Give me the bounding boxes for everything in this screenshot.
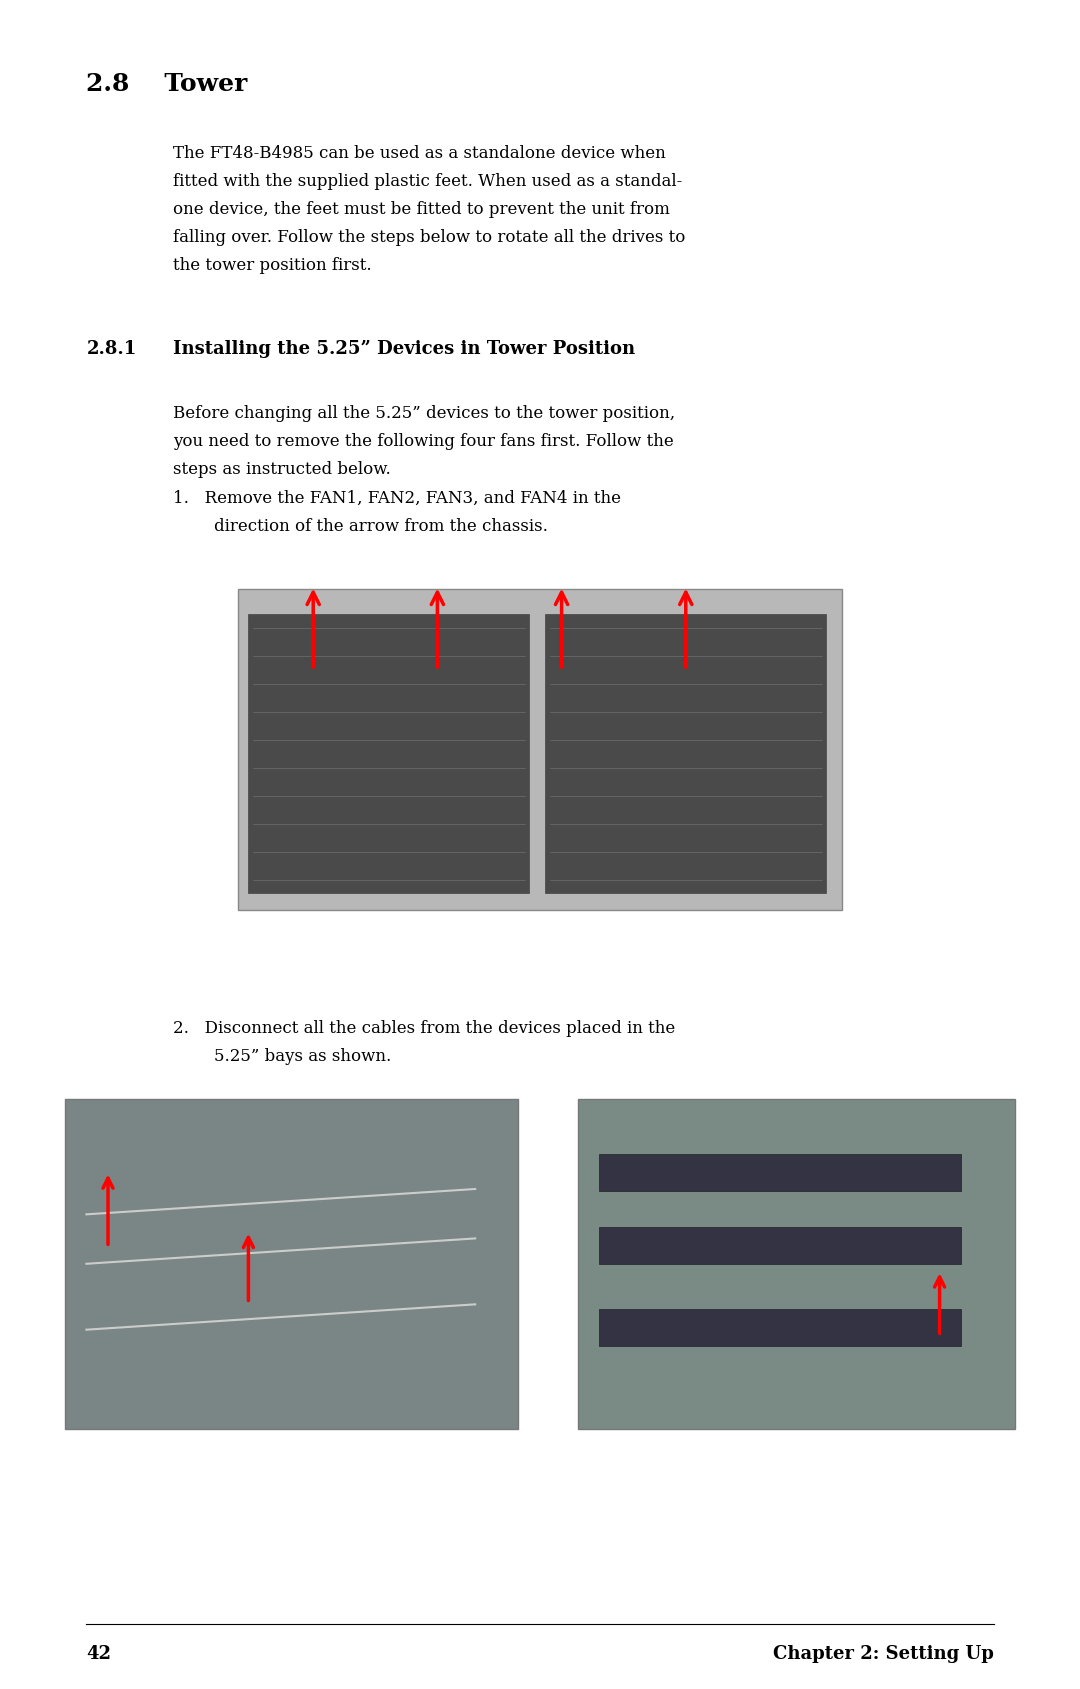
FancyBboxPatch shape bbox=[599, 1226, 961, 1263]
FancyBboxPatch shape bbox=[545, 615, 826, 893]
FancyBboxPatch shape bbox=[248, 615, 529, 893]
Text: you need to remove the following four fans first. Follow the: you need to remove the following four fa… bbox=[173, 432, 674, 449]
FancyBboxPatch shape bbox=[65, 1100, 518, 1429]
FancyBboxPatch shape bbox=[599, 1154, 961, 1191]
Text: falling over. Follow the steps below to rotate all the drives to: falling over. Follow the steps below to … bbox=[173, 228, 685, 245]
Text: Chapter 2: Setting Up: Chapter 2: Setting Up bbox=[772, 1643, 994, 1662]
Text: the tower position first.: the tower position first. bbox=[173, 257, 372, 274]
Text: 2.   Disconnect all the cables from the devices placed in the: 2. Disconnect all the cables from the de… bbox=[173, 1020, 675, 1037]
Text: 42: 42 bbox=[86, 1643, 111, 1662]
Text: one device, the feet must be fitted to prevent the unit from: one device, the feet must be fitted to p… bbox=[173, 201, 670, 218]
Text: fitted with the supplied plastic feet. When used as a standal-: fitted with the supplied plastic feet. W… bbox=[173, 172, 683, 189]
FancyBboxPatch shape bbox=[238, 589, 842, 910]
Text: 1.   Remove the FAN1, FAN2, FAN3, and FAN4 in the: 1. Remove the FAN1, FAN2, FAN3, and FAN4… bbox=[173, 490, 621, 507]
Text: Installing the 5.25” Devices in Tower Position: Installing the 5.25” Devices in Tower Po… bbox=[173, 339, 635, 358]
Text: direction of the arrow from the chassis.: direction of the arrow from the chassis. bbox=[214, 517, 548, 534]
Text: The FT48-B4985 can be used as a standalone device when: The FT48-B4985 can be used as a standalo… bbox=[173, 145, 665, 162]
Text: 2.8.1: 2.8.1 bbox=[86, 339, 137, 358]
Text: 2.8    Tower: 2.8 Tower bbox=[86, 73, 247, 96]
Text: steps as instructed below.: steps as instructed below. bbox=[173, 461, 391, 478]
FancyBboxPatch shape bbox=[578, 1100, 1015, 1429]
Text: 5.25” bays as shown.: 5.25” bays as shown. bbox=[214, 1047, 391, 1064]
Text: Before changing all the 5.25” devices to the tower position,: Before changing all the 5.25” devices to… bbox=[173, 405, 675, 422]
FancyBboxPatch shape bbox=[599, 1309, 961, 1346]
